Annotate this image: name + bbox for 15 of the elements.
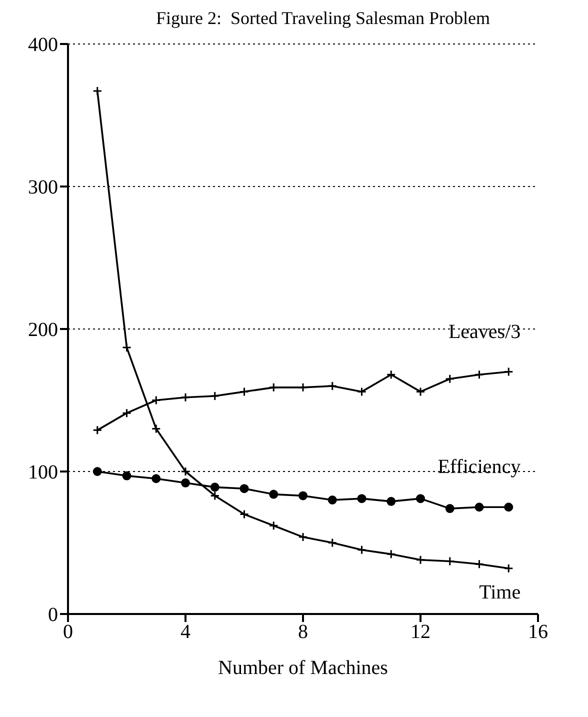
- series-label: Efficiency: [438, 456, 521, 478]
- x-axis-title: Number of Machines: [218, 657, 388, 679]
- x-tick-label: 0: [63, 621, 73, 644]
- series-label: Leaves/3: [448, 320, 521, 343]
- y-tick-label: 200: [28, 319, 58, 342]
- chart-title: Figure 2: Sorted Traveling Salesman Problem: [155, 8, 491, 30]
- y-tick-label: 100: [28, 462, 58, 484]
- series-label: Time: [479, 581, 521, 604]
- x-tick-label: 4: [180, 621, 190, 644]
- y-tick-label: 400: [28, 34, 58, 56]
- x-tick-label: 12: [410, 621, 430, 644]
- x-tick-label: 8: [298, 621, 308, 644]
- x-tick-label: 16: [528, 621, 548, 644]
- y-tick-label: 0: [48, 604, 58, 626]
- y-tick-label: 300: [28, 176, 58, 199]
